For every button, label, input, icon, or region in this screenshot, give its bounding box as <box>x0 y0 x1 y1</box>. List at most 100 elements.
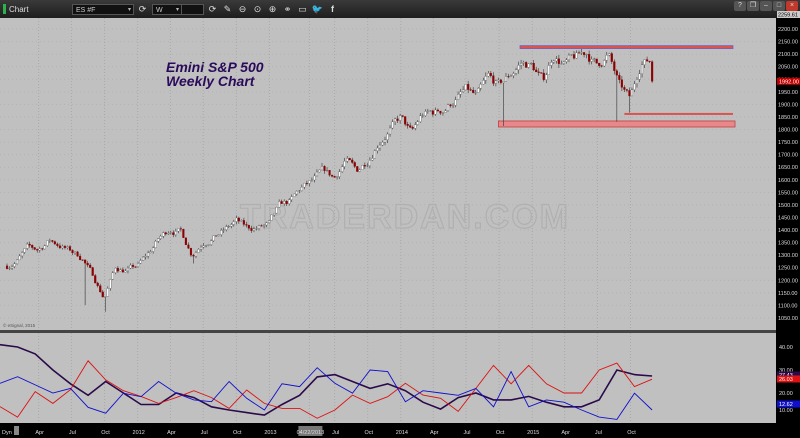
candle-down <box>540 72 543 74</box>
x-tick-label: 2012 <box>133 430 145 436</box>
x-tick-label: Jul <box>69 430 76 436</box>
candle-up <box>262 224 266 227</box>
candle-up <box>590 59 593 62</box>
y-tick-label: 2150.00 <box>778 40 798 46</box>
indicator-value-label: 26.03 <box>779 377 793 383</box>
y-tick-label: 1750.00 <box>778 140 798 146</box>
candle-down <box>31 245 34 248</box>
candle-up <box>550 62 553 66</box>
candle-up <box>240 220 243 222</box>
candle-up <box>126 267 130 272</box>
candle-down <box>542 72 545 80</box>
candle-down <box>439 110 442 114</box>
candle-up <box>630 89 634 97</box>
panel-divider[interactable] <box>0 330 776 333</box>
dynamic-toggle[interactable] <box>14 426 19 435</box>
candle-up <box>106 288 109 297</box>
candle-down <box>333 176 336 178</box>
candle-up <box>514 69 518 74</box>
candle-down <box>651 61 654 82</box>
resistance-line[interactable] <box>519 45 734 49</box>
candle-up <box>482 80 485 85</box>
candle-up <box>227 226 230 228</box>
candle-up <box>424 111 427 116</box>
close-button[interactable]: × <box>786 1 798 11</box>
candle-up <box>444 110 447 113</box>
candle-up <box>446 104 450 111</box>
candle-up <box>459 91 462 95</box>
candle-up <box>147 252 150 257</box>
candle-up <box>257 225 261 229</box>
candle-down <box>618 75 621 80</box>
candle-down <box>507 76 510 78</box>
candle-up <box>547 65 550 76</box>
y-tick-label: 1350.00 <box>778 241 798 247</box>
refresh-icon[interactable]: ⟳ <box>208 3 217 14</box>
candle-up <box>308 180 311 184</box>
last-price-box <box>777 77 800 85</box>
candle-down <box>91 267 94 276</box>
candle-down <box>623 87 626 90</box>
candle-down <box>53 241 56 245</box>
comment-icon[interactable]: ▭ <box>298 3 307 14</box>
y-tick-label: 1950.00 <box>778 90 798 96</box>
candle-up <box>210 240 213 245</box>
pencil-icon[interactable]: ✎ <box>223 3 232 14</box>
candle-up <box>315 171 319 177</box>
chevron-down-icon[interactable]: ▾ <box>175 6 179 13</box>
candle-down <box>58 245 61 249</box>
candle-down <box>646 59 649 62</box>
x-tick-label: Apr <box>35 430 44 436</box>
candle-up <box>391 121 394 129</box>
candle-up <box>290 196 293 200</box>
minimize-button[interactable]: – <box>760 1 772 11</box>
candle-down <box>532 62 535 71</box>
candle-up <box>462 89 465 92</box>
maximize-button[interactable]: □ <box>773 1 785 11</box>
candle-up <box>376 147 379 152</box>
candle-up <box>104 296 107 298</box>
candle-up <box>66 246 69 248</box>
twitter-icon[interactable]: 🐦 <box>311 3 324 14</box>
indicator-value-box <box>777 400 800 408</box>
zoom-out-icon[interactable]: ⊖ <box>238 3 247 14</box>
candle-down <box>472 89 475 93</box>
zoom-reset-icon[interactable]: ⊙ <box>253 3 262 14</box>
support-line[interactable] <box>624 112 733 115</box>
facebook-icon[interactable]: f <box>331 3 334 14</box>
candle-up <box>517 65 520 71</box>
candle-up <box>303 182 306 188</box>
candle-up <box>520 63 523 66</box>
candle-up <box>268 220 271 223</box>
candle-up <box>368 160 371 166</box>
candle-up <box>73 251 77 254</box>
candle-up <box>129 264 132 269</box>
interval-input[interactable]: W ▾ <box>152 3 182 15</box>
candle-up <box>484 76 487 81</box>
candle-down <box>28 243 31 246</box>
symbol-input[interactable]: ES #F ▾ <box>72 3 134 15</box>
candle-down <box>411 127 414 129</box>
candle-up <box>343 160 346 167</box>
candle-down <box>331 174 334 177</box>
link-icon[interactable]: ⚭ <box>283 3 292 14</box>
refresh-icon[interactable]: ⟳ <box>138 3 147 14</box>
candle-up <box>373 150 376 159</box>
candle-down <box>625 89 628 91</box>
chevron-down-icon[interactable]: ▾ <box>127 6 131 13</box>
support-zone[interactable] <box>497 120 736 128</box>
indicator-tick-label: 30.00 <box>779 368 793 374</box>
candle-up <box>162 232 165 237</box>
restore-button[interactable]: ❐ <box>747 1 759 11</box>
candle-down <box>572 54 576 59</box>
help-button[interactable]: ? <box>734 1 746 11</box>
candle-up <box>152 247 155 252</box>
candle-up <box>421 115 424 117</box>
indicator-value-label: 12.62 <box>779 402 793 408</box>
y-tick-label: 1550.00 <box>778 190 798 196</box>
candle-down <box>348 158 351 161</box>
zoom-in-icon[interactable]: ⊕ <box>268 3 277 14</box>
candle-up <box>270 214 273 221</box>
candle-down <box>68 246 72 251</box>
